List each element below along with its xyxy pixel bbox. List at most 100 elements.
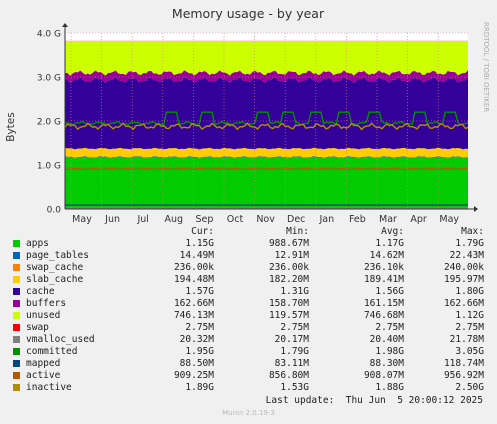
legend-name: vmalloc_used bbox=[26, 334, 95, 345]
legend-min: 236.00k bbox=[268, 262, 309, 273]
legend-max: 21.78M bbox=[449, 334, 484, 345]
legend-row: cache 1.57G 1.31G 1.56G 1.80G bbox=[0, 286, 497, 298]
legend-row: committed 1.95G 1.79G 1.98G 3.05G bbox=[0, 346, 497, 358]
legend-max: 1.80G bbox=[455, 286, 484, 297]
legend-row: vmalloc_used 20.32M 20.17M 20.40M 21.78M bbox=[0, 334, 497, 346]
area-cache bbox=[65, 76, 468, 150]
x-tick-label: Aug bbox=[165, 214, 184, 225]
legend-avg: 746.68M bbox=[363, 310, 404, 321]
legend-avg: 2.75M bbox=[375, 322, 404, 333]
legend-avg: 908.07M bbox=[363, 370, 404, 381]
legend-swatch bbox=[13, 288, 20, 295]
legend-row: slab_cache 194.48M 182.20M 189.41M 195.97M bbox=[0, 274, 497, 286]
header-max: Max: bbox=[461, 226, 484, 237]
legend-min: 182.20M bbox=[268, 274, 309, 285]
area-slab_cache bbox=[65, 147, 468, 158]
legend-max: 22.43M bbox=[449, 250, 484, 261]
legend-min: 1.31G bbox=[280, 286, 309, 297]
legend-name: buffers bbox=[26, 298, 67, 309]
legend-avg: 1.98G bbox=[375, 346, 404, 357]
legend-min: 1.53G bbox=[280, 382, 309, 393]
legend-swatch bbox=[13, 336, 20, 343]
legend-cur: 746.13M bbox=[173, 310, 214, 321]
legend-name: cache bbox=[26, 286, 55, 297]
legend-avg: 236.10k bbox=[363, 262, 404, 273]
legend-min: 2.75M bbox=[280, 322, 309, 333]
x-tick-label: Nov bbox=[256, 214, 275, 225]
legend-row: apps 1.15G 988.67M 1.17G 1.79G bbox=[0, 238, 497, 250]
line-inactive bbox=[64, 122, 469, 131]
y-tick-label: 4.0 G bbox=[37, 30, 61, 40]
legend-name: page_tables bbox=[26, 250, 89, 261]
x-tick-label: Oct bbox=[227, 214, 244, 225]
x-axis-arrow bbox=[474, 206, 478, 212]
y-tick-label: 1.0 G bbox=[37, 162, 61, 172]
legend-cur: 1.15G bbox=[185, 238, 214, 249]
legend-min: 12.91M bbox=[274, 250, 309, 261]
legend-cur: 1.95G bbox=[185, 346, 214, 357]
legend-max: 240.00k bbox=[443, 262, 484, 273]
legend-cur: 1.57G bbox=[185, 286, 214, 297]
header-min: Min: bbox=[286, 226, 309, 237]
legend-min: 1.79G bbox=[280, 346, 309, 357]
legend-avg: 20.40M bbox=[369, 334, 404, 345]
legend-avg: 14.62M bbox=[369, 250, 404, 261]
legend-swatch bbox=[13, 360, 20, 367]
legend-swatch bbox=[13, 252, 20, 259]
legend-name: unused bbox=[26, 310, 61, 321]
legend-swatch bbox=[13, 348, 20, 355]
legend-swatch bbox=[13, 312, 20, 319]
legend-row: unused 746.13M 119.57M 746.68M 1.12G bbox=[0, 310, 497, 322]
x-tick-label: Mar bbox=[379, 214, 397, 225]
legend-max: 1.12G bbox=[455, 310, 484, 321]
last-update: Last update: Thu Jun 5 20:00:12 2025 bbox=[265, 395, 483, 406]
legend-name: committed bbox=[26, 346, 78, 357]
legend-name: swap bbox=[26, 322, 49, 333]
legend-cur: 14.49M bbox=[179, 250, 214, 261]
legend-avg: 189.41M bbox=[363, 274, 404, 285]
legend-avg: 88.30M bbox=[369, 358, 404, 369]
legend-avg: 1.17G bbox=[375, 238, 404, 249]
y-tick-label: 0.0 bbox=[47, 206, 62, 216]
legend-max: 956.92M bbox=[443, 370, 484, 381]
x-tick-label: Jan bbox=[318, 214, 334, 225]
legend-row: swap_cache 236.00k 236.00k 236.10k 240.00k bbox=[0, 262, 497, 274]
legend-cur: 88.50M bbox=[179, 358, 214, 369]
legend-swatch bbox=[13, 372, 20, 379]
legend-min: 856.80M bbox=[268, 370, 309, 381]
legend-min: 988.67M bbox=[268, 238, 309, 249]
legend-row: page_tables 14.49M 12.91M 14.62M 22.43M bbox=[0, 250, 497, 262]
legend-max: 195.97M bbox=[443, 274, 484, 285]
legend-header: Cur: Min: Avg: Max: bbox=[0, 226, 497, 238]
legend-name: inactive bbox=[26, 382, 72, 393]
x-tick-label: Apr bbox=[410, 214, 427, 225]
legend-min: 158.70M bbox=[268, 298, 309, 309]
area-buffers bbox=[65, 70, 468, 84]
legend-row: inactive 1.89G 1.53G 1.88G 2.50G bbox=[0, 382, 497, 394]
legend-min: 83.11M bbox=[274, 358, 309, 369]
legend-cur: 194.48M bbox=[173, 274, 214, 285]
x-tick-label: Dec bbox=[287, 214, 305, 225]
legend-max: 2.50G bbox=[455, 382, 484, 393]
legend-name: mapped bbox=[26, 358, 61, 369]
legend-max: 1.79G bbox=[455, 238, 484, 249]
line-committed bbox=[64, 111, 469, 126]
y-tick-label: 2.0 G bbox=[37, 118, 61, 128]
legend-name: slab_cache bbox=[26, 274, 84, 285]
legend-name: apps bbox=[26, 238, 49, 249]
legend-row: swap 2.75M 2.75M 2.75M 2.75M bbox=[0, 322, 497, 334]
x-tick-label: Jul bbox=[136, 214, 148, 225]
munin-version: Munin 2.0.19-3 bbox=[222, 409, 275, 417]
legend-min: 20.17M bbox=[274, 334, 309, 345]
legend-max: 118.74M bbox=[443, 358, 484, 369]
area-unused bbox=[65, 41, 468, 76]
legend-name: active bbox=[26, 370, 61, 381]
x-tick-label: Feb bbox=[349, 214, 366, 225]
y-axis-arrow bbox=[62, 23, 68, 27]
legend-cur: 20.32M bbox=[179, 334, 214, 345]
legend-swatch bbox=[13, 384, 20, 391]
rrdtool-credit: RRDTOOL / TOBI OETIKER bbox=[482, 22, 490, 112]
area-page_tables bbox=[65, 156, 468, 159]
legend-swatch bbox=[13, 300, 20, 307]
